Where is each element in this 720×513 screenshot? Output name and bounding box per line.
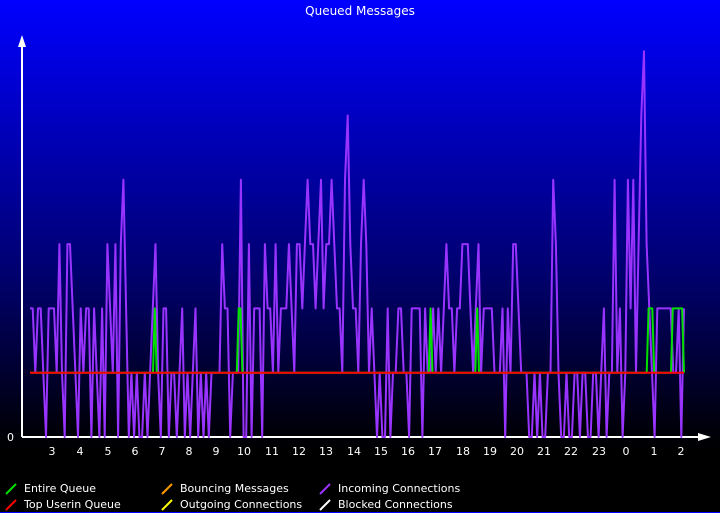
y-tick-label: 0 bbox=[7, 431, 14, 444]
x-tick-label: 11 bbox=[265, 445, 279, 458]
x-axis-arrowhead bbox=[698, 433, 711, 441]
legend-label: Incoming Connections bbox=[338, 482, 461, 495]
x-tick-label: 7 bbox=[159, 445, 166, 458]
x-tick-label: 3 bbox=[49, 445, 56, 458]
legend-label: Blocked Connections bbox=[338, 498, 453, 511]
x-tick-label: 21 bbox=[537, 445, 551, 458]
x-tick-label: 9 bbox=[213, 445, 220, 458]
x-tick-label: 19 bbox=[483, 445, 497, 458]
legend-label: Outgoing Connections bbox=[180, 498, 303, 511]
y-axis-arrowhead bbox=[18, 35, 26, 47]
x-tick-label: 20 bbox=[510, 445, 524, 458]
x-tick-label: 5 bbox=[105, 445, 112, 458]
x-tick-label: 22 bbox=[564, 445, 578, 458]
x-tick-label: 17 bbox=[428, 445, 442, 458]
x-tick-label: 4 bbox=[77, 445, 84, 458]
tick-labels: 03 4 5 6 7 8 9 10 11 12 13 14 15 16 17 18 19 20 21 22 23 0 1 2 bbox=[7, 431, 685, 458]
series-layer bbox=[30, 50, 685, 438]
legend-swatch bbox=[161, 499, 173, 511]
x-tick-label: 12 bbox=[292, 445, 306, 458]
series-incoming-connections-line bbox=[30, 50, 685, 438]
legend-label: Bouncing Messages bbox=[180, 482, 289, 495]
x-tick-label: 1 bbox=[651, 445, 658, 458]
x-tick-label: 14 bbox=[347, 445, 361, 458]
x-tick-label: 10 bbox=[237, 445, 251, 458]
chart-title: Queued Messages bbox=[305, 4, 415, 18]
x-tick-label: 8 bbox=[186, 445, 193, 458]
x-tick-label: 6 bbox=[132, 445, 139, 458]
x-tick-label: 16 bbox=[401, 445, 415, 458]
x-tick-label: 18 bbox=[456, 445, 470, 458]
legend-label: Top Userin Queue bbox=[24, 498, 121, 511]
x-tick-label: 13 bbox=[319, 445, 333, 458]
x-tick-label: 2 bbox=[678, 445, 685, 458]
legend-swatch bbox=[319, 499, 331, 511]
x-tick-label: 15 bbox=[374, 445, 388, 458]
legend-swatch bbox=[319, 483, 331, 495]
legend-swatch bbox=[161, 483, 173, 495]
legend-swatch bbox=[5, 499, 17, 511]
legend-label: Entire Queue bbox=[24, 482, 96, 495]
x-tick-label: 23 bbox=[592, 445, 606, 458]
x-tick-label: 0 bbox=[623, 445, 630, 458]
legend-swatch bbox=[5, 483, 17, 495]
